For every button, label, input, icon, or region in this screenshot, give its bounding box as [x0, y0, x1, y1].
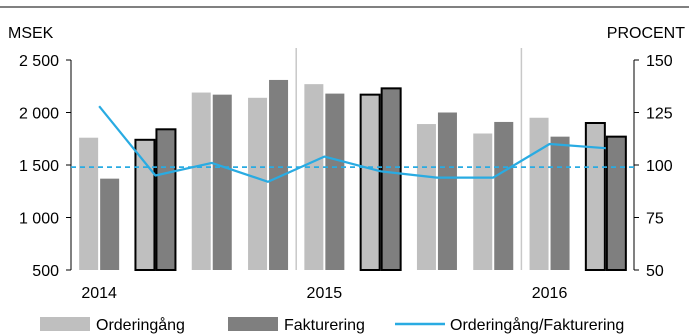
bar-orderingang-0	[79, 137, 99, 270]
bar-orderingang-3	[248, 97, 268, 270]
legend-label-orderingang: Orderingång	[96, 316, 185, 334]
left-tick-label-1: 1 000	[19, 211, 59, 228]
x-year-label-0: 2014	[81, 285, 117, 302]
legend-label-fakturering: Fakturering	[284, 317, 365, 334]
bar-fakturering-8	[550, 136, 570, 270]
left-tick-label-2: 1 500	[19, 158, 59, 175]
bar-fakturering-4	[325, 93, 345, 270]
bar-fakturering-1	[155, 128, 177, 271]
bar-orderingang-8	[529, 117, 549, 270]
right-tick-label-4: 150	[646, 53, 673, 70]
bar-fakturering-7	[494, 121, 514, 270]
bar-orderingang-4	[304, 84, 324, 271]
right-tick-label-1: 75	[646, 211, 664, 228]
left-tick-label-3: 2 000	[19, 106, 59, 123]
left-axis-title: MSEK	[8, 25, 54, 42]
plot-area: 500 1 000 1 500 2 000 2 500 50 75 100 125 150 2014…	[19, 48, 673, 302]
legend-swatch-fakturering	[228, 317, 278, 331]
bar-orderingang-1	[134, 138, 156, 271]
bar-fakturering-9	[605, 135, 627, 271]
series-line-ratio	[98, 105, 606, 183]
bar-fakturering-2	[212, 94, 232, 271]
bar-fakturering-3	[269, 79, 289, 270]
right-tick-label-0: 50	[646, 263, 664, 280]
bar-orderingang-6	[416, 124, 436, 270]
bar-orderingang-2	[191, 92, 211, 270]
right-tick-label-3: 125	[646, 106, 673, 123]
legend: Orderingång Fakturering Orderingång/Fakt…	[40, 316, 624, 334]
bar-fakturering-6	[437, 112, 457, 270]
bar-orderingang-7	[473, 133, 493, 270]
bar-fakturering-0	[100, 178, 120, 270]
bar-orderingang-9	[584, 122, 606, 271]
legend-label-ratio: Orderingång/Fakturering	[450, 316, 624, 334]
bar-orderingang-5	[359, 93, 381, 272]
x-year-label-2: 2016	[532, 285, 568, 302]
right-tick-label-2: 100	[646, 158, 673, 175]
x-year-label-1: 2015	[307, 285, 343, 302]
legend-swatch-orderingang	[40, 317, 90, 331]
left-tick-label-0: 500	[32, 263, 59, 280]
bar-fakturering-5	[380, 87, 402, 271]
right-axis-title: PROCENT	[607, 25, 685, 42]
left-tick-label-4: 2 500	[19, 53, 59, 70]
